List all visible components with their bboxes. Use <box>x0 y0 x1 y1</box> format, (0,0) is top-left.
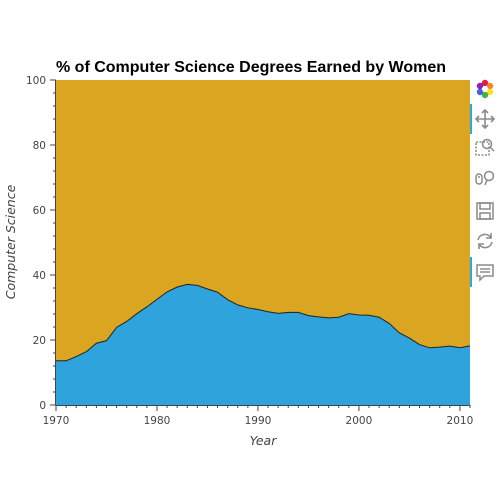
x-axis-label: Year <box>250 433 278 448</box>
reset-icon[interactable] <box>474 230 496 252</box>
pan-active-indicator <box>470 104 472 134</box>
pan-icon[interactable] <box>474 108 496 130</box>
bokeh-logo-icon <box>474 78 496 100</box>
y-axis: 0 20 40 60 80 100 <box>26 75 56 412</box>
x-tick-label: 2010 <box>447 415 474 427</box>
x-axis: 1970 1980 1990 2000 2010 <box>43 405 474 427</box>
hover-active-indicator <box>470 257 472 287</box>
x-tick-label: 1980 <box>144 415 171 427</box>
save-icon[interactable] <box>474 200 496 222</box>
y-tick-label: 20 <box>33 335 46 347</box>
toolbar <box>470 76 500 296</box>
x-tick-label: 2000 <box>346 415 373 427</box>
y-axis-label: Computer Science <box>3 184 18 299</box>
x-tick-label: 1970 <box>43 415 70 427</box>
y-tick-label: 40 <box>33 270 46 282</box>
plot-area[interactable] <box>56 80 471 405</box>
series-line-0 <box>56 283 471 362</box>
y-tick-label: 60 <box>33 205 46 217</box>
chart-title: % of Computer Science Degrees Earned by … <box>56 59 446 76</box>
wheel-zoom-icon[interactable] <box>474 168 496 190</box>
x-tick-label: 1990 <box>245 415 272 427</box>
series-area-0 <box>56 284 470 405</box>
box-zoom-icon[interactable] <box>474 136 496 158</box>
y-tick-label: 0 <box>39 400 46 412</box>
y-tick-label: 80 <box>33 140 46 152</box>
y-tick-label: 100 <box>26 75 46 87</box>
hover-icon[interactable] <box>474 261 496 283</box>
